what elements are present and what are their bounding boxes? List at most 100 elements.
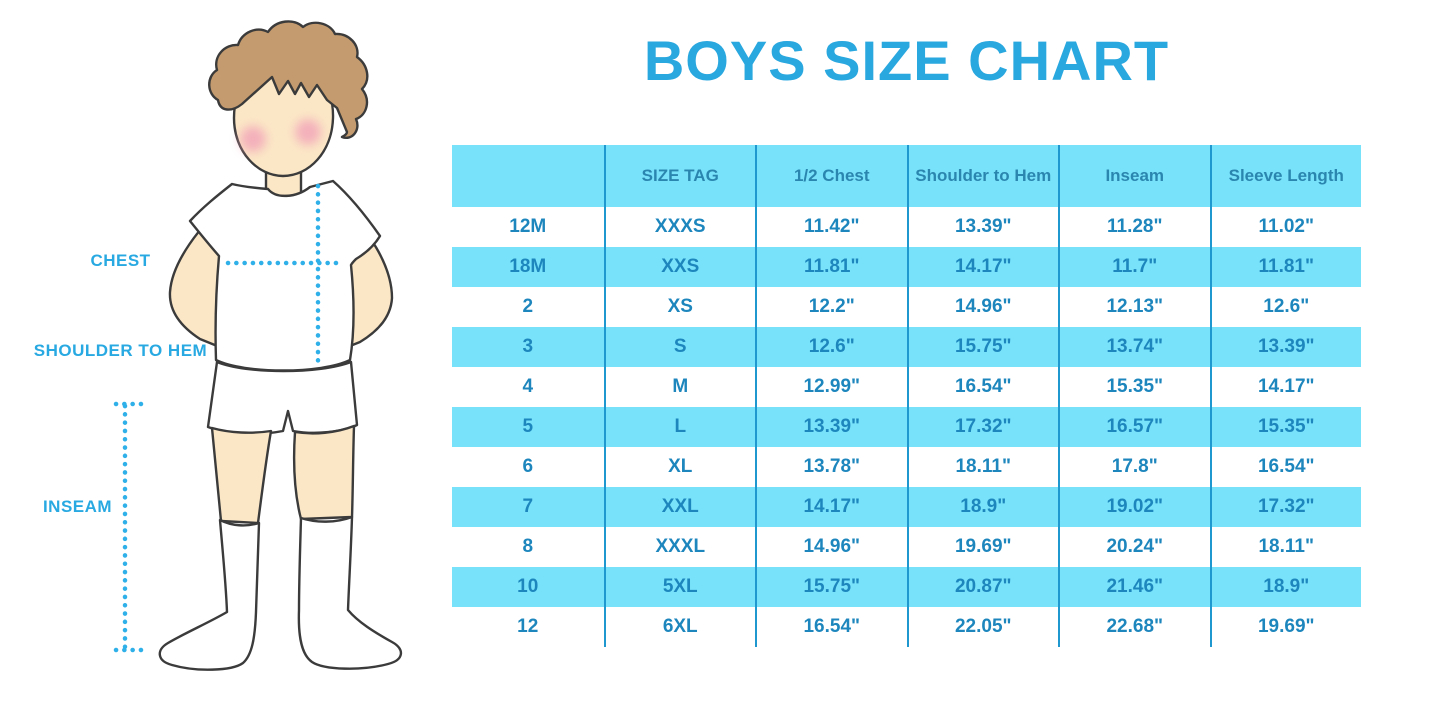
table-cell: 20.87" [906,567,1059,607]
shoulder-to-hem-label: SHOULDER TO HEM [33,341,208,360]
shorts [206,360,359,436]
table-cell: 11.81" [755,247,907,287]
table-cell: 4 [522,376,534,397]
table-cell: 12.2" [755,287,907,327]
table-cell: M [603,367,756,407]
column-header: 1/2 Chest [755,145,907,207]
table-cell: 12.6" [1209,287,1362,327]
column-header [452,145,604,207]
table-row: 8 XXXL 14.96" 19.69" 20.24" 18.11" [452,527,1361,567]
table-cell: 11.7" [1058,247,1210,287]
table-cell: 2 [522,296,534,317]
table-cell: 11.42" [755,207,907,247]
table-cell: 18.11" [1209,527,1362,567]
table-cell: 12M [509,216,547,237]
table-cell: 16.57" [1058,407,1210,447]
table-cell: 3 [522,336,534,357]
table-cell: XXXL [603,527,756,567]
table-cell: 13.39" [1209,327,1362,367]
table-row: 12 6XL 16.54" 22.05" 22.68" 19.69" [452,607,1361,647]
table-header-row: SIZE TAG 1/2 Chest Shoulder to Hem Inseam Sl… [452,145,1361,207]
table-body: 12M XXXS 11.42" 13.39" 11.28" 11.02" 18M XXS 11.… [452,207,1361,647]
table-cell: 14.17" [906,247,1059,287]
column-header: Shoulder to Hem [906,145,1059,207]
table-cell: 10 [517,576,539,597]
table-cell: 16.54" [1209,447,1362,487]
table-cell: 22.05" [906,607,1059,647]
table-cell: S [603,327,756,367]
table-cell: 8 [522,536,534,557]
table-cell: XS [603,287,756,327]
column-header: Sleeve Length [1209,145,1362,207]
table-cell: XXL [603,487,756,527]
table-cell: 16.54" [906,367,1059,407]
table-cell: 17.32" [906,407,1059,447]
table-cell: 17.32" [1209,487,1362,527]
table-cell: XXXS [603,207,756,247]
table-cell: 18.11" [906,447,1059,487]
table-cell: 19.02" [1058,487,1210,527]
table-cell: XXS [603,247,756,287]
table-cell: 5 [522,416,534,437]
table-cell: 15.75" [755,567,907,607]
table-row: 6 XL 13.78" 18.11" 17.8" 16.54" [452,447,1361,487]
table-row: 4 M 12.99" 16.54" 15.35" 14.17" [452,367,1361,407]
table-cell: 13.78" [755,447,907,487]
tshirt [188,179,382,372]
table-cell: 15.75" [906,327,1059,367]
table-cell: 6XL [603,607,756,647]
table-cell: 18.9" [906,487,1059,527]
table-cell: 11.81" [1209,247,1362,287]
table-cell: 19.69" [1209,607,1362,647]
column-header: SIZE TAG [603,145,756,207]
table-cell: 18M [509,256,547,277]
table-cell: 20.24" [1058,527,1210,567]
table-cell: 16.54" [755,607,907,647]
table-row: 7 XXL 14.17" 18.9" 19.02" 17.32" [452,487,1361,527]
table-cell: 13.39" [755,407,907,447]
table-cell: XL [603,447,756,487]
table-cell: 13.74" [1058,327,1210,367]
table-cell: 12.99" [755,367,907,407]
table-cell: 19.69" [906,527,1059,567]
left-sock [158,518,261,671]
table-cell: 15.35" [1209,407,1362,447]
right-sock [297,515,403,670]
boy-illustration [113,20,403,671]
inseam-label: INSEAM [42,497,113,516]
table-cell: 14.96" [755,527,907,567]
table-row: 5 L 13.39" 17.32" 16.57" 15.35" [452,407,1361,447]
table-row: 10 5XL 15.75" 20.87" 21.46" 18.9" [452,567,1361,607]
table-cell: 14.17" [1209,367,1362,407]
table-cell: 6 [522,456,534,477]
table-cell: 13.39" [906,207,1059,247]
table-cell: 11.28" [1058,207,1210,247]
table-cell: 11.02" [1209,207,1362,247]
table-cell: 12.13" [1058,287,1210,327]
table-cell: 7 [522,496,534,517]
cheeks [240,119,321,152]
table-cell: 17.8" [1058,447,1210,487]
table-cell: L [603,407,756,447]
table-cell: 14.17" [755,487,907,527]
chest-label: CHEST [90,251,151,270]
table-row: 18M XXS 11.81" 14.17" 11.7" 11.81" [452,247,1361,287]
table-cell: 14.96" [906,287,1059,327]
table-cell: 21.46" [1058,567,1210,607]
table-cell: 22.68" [1058,607,1210,647]
table-row: 2 XS 12.2" 14.96" 12.13" 12.6" [452,287,1361,327]
table-row: 3 S 12.6" 15.75" 13.74" 13.39" [452,327,1361,367]
hair [208,20,369,140]
column-header: Inseam [1058,145,1210,207]
left-leg [210,426,273,525]
right-leg [292,424,356,521]
table-row: 12M XXXS 11.42" 13.39" 11.28" 11.02" [452,207,1361,247]
table-cell: 12 [517,616,539,637]
table-cell: 5XL [603,567,756,607]
table-cell: 18.9" [1209,567,1362,607]
table-cell: 15.35" [1058,367,1210,407]
table-cell: 12.6" [755,327,907,367]
page-title: BOYS SIZE CHART [643,29,1170,92]
size-table: SIZE TAG 1/2 Chest Shoulder to Hem Inseam Sl… [452,145,1361,647]
